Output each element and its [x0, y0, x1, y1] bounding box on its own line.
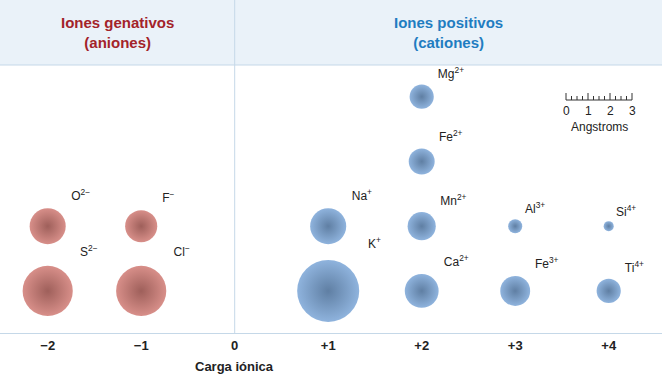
svg-text:Iones genativos(aniones): Iones genativos(aniones) — [61, 14, 174, 51]
svg-text:+3: +3 — [508, 338, 523, 353]
svg-text:−2: −2 — [40, 338, 55, 353]
svg-text:+4: +4 — [601, 338, 617, 353]
svg-text:0: 0 — [563, 104, 570, 118]
svg-text:+2: +2 — [414, 338, 429, 353]
svg-text:Angstroms: Angstroms — [571, 120, 628, 134]
svg-text:2: 2 — [607, 104, 614, 118]
svg-text:Iones positivos(cationes): Iones positivos(cationes) — [394, 14, 503, 51]
svg-text:3: 3 — [629, 104, 636, 118]
svg-text:Carga iónica: Carga iónica — [195, 359, 274, 374]
svg-text:Na​+​: Na​+​ — [352, 187, 372, 203]
svg-text:S​2−​: S​2−​ — [80, 243, 98, 259]
svg-text:O​2−​: O​2−​ — [71, 187, 90, 203]
svg-text:Si​4+​: Si​4+​ — [616, 203, 636, 219]
svg-text:0: 0 — [231, 338, 238, 353]
svg-text:Fe​2+​: Fe​2+​ — [439, 128, 463, 144]
svg-text:Cl​−​: Cl​−​ — [174, 243, 190, 259]
svg-text:F​−​: F​−​ — [162, 189, 174, 205]
svg-text:−1: −1 — [134, 338, 149, 353]
svg-text:Ca​2+​: Ca​2+​ — [444, 253, 469, 269]
svg-text:Ti​4+​: Ti​4+​ — [625, 259, 644, 275]
svg-text:Mn​2+​: Mn​2+​ — [440, 192, 466, 208]
svg-text:K​+​: K​+​ — [368, 235, 381, 251]
svg-text:Al​3+​: Al​3+​ — [525, 200, 545, 216]
svg-text:+1: +1 — [321, 338, 336, 353]
svg-text:Mg​2+​: Mg​2+​ — [438, 65, 464, 81]
svg-text:1: 1 — [585, 104, 592, 118]
svg-text:Fe​3+​: Fe​3+​ — [535, 255, 559, 271]
